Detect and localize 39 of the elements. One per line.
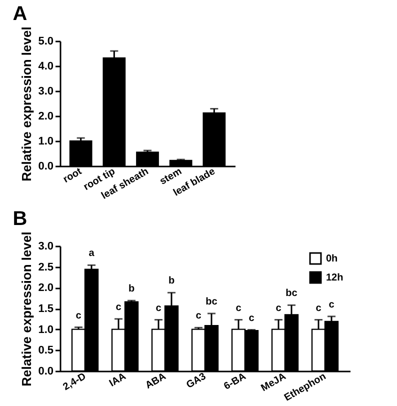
x-tick-label: GA3 [184,370,208,391]
data-label: c [236,302,242,314]
y-axis-title: Relative expression level [19,232,34,386]
x-tick-label: root [61,166,84,186]
chart-title: B [12,208,28,230]
y-tick-label: 1.5 [38,303,54,315]
data-label: c [276,302,282,314]
y-tick-label: 1.0 [38,324,54,336]
y-tick-label: 1.0 [38,136,54,148]
y-axis-title: Relative expression level [19,26,34,182]
y-tick-label: 3.0 [38,240,54,252]
y-tick-label: 0.5 [38,344,54,357]
data-label: c [156,302,162,314]
y-tick-label: 3.0 [38,86,54,98]
data-label: c [316,302,322,314]
legend-label: 12h [326,272,344,284]
legend-label: 0h [326,254,338,264]
x-tick-label: IAA [108,371,128,390]
data-label: a [88,248,95,260]
data-label: bc [286,288,298,300]
y-tick-label: 0.0 [38,160,54,172]
data-label: c [196,310,202,322]
data-label: b [168,276,175,287]
data-label: bc [206,296,218,308]
x-tick-label: 2,4-D [61,371,88,393]
x-tick-label: ABA [144,371,168,392]
y-tick-label: 4.0 [38,60,54,72]
y-tick-label: 2.5 [38,261,54,274]
data-label: c [116,302,122,313]
y-tick-label: 5.0 [38,36,54,48]
chart-title: A [12,3,28,26]
y-tick-label: 0.0 [38,366,54,378]
y-tick-label: 2.0 [38,110,54,122]
data-label: b [128,284,135,295]
data-label: c [76,310,82,322]
x-tick-label: 6-BA [222,371,248,392]
y-tick-label: 2.0 [38,282,54,294]
data-label: c [248,312,255,324]
data-label: c [328,299,335,310]
